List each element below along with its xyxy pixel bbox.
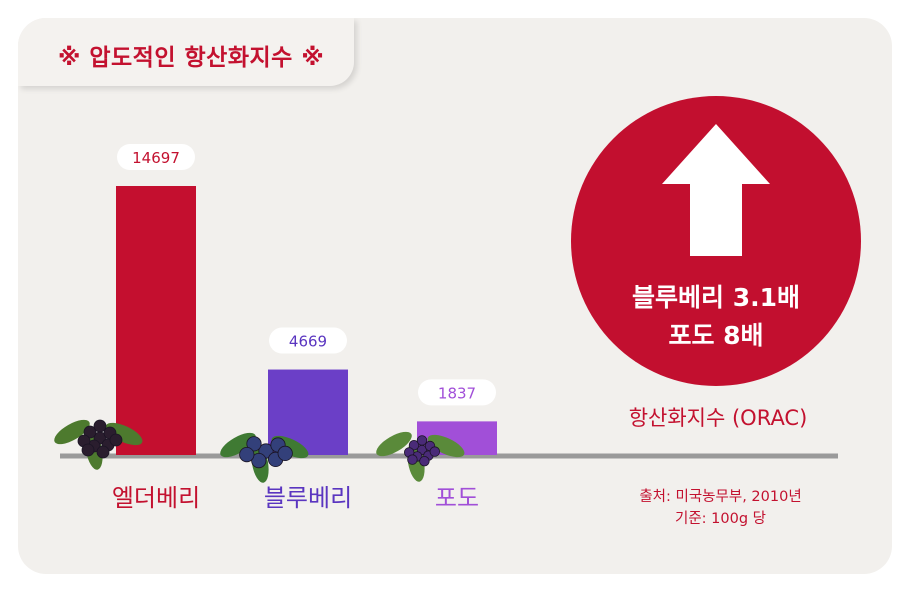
elderberry-image [54,419,143,470]
value-label-1: 14697 [132,149,180,167]
callout-line-1: 블루베리 3.1배 [632,283,800,312]
category-label-3: 포도 [435,484,479,512]
page-title: ※ 압도적인 항산화지수 ※ [58,45,325,71]
value-pill-1 [117,144,195,170]
blueberry-image [220,432,309,483]
grape-image [376,431,465,482]
source-note: 출처: 미국농무부, 2010년 기준: 100g 당 [608,486,833,530]
source-line: 출처: 미국농무부, 2010년 [639,489,802,505]
category-label-1: 엘더베리 [112,484,200,512]
callout-line-2: 포도 8배 [668,321,764,350]
highlight-circle: 블루베리 3.1배 포도 8배 [571,96,861,386]
title-tab: ※ 압도적인 항산화지수 ※ [18,18,354,86]
category-label-2: 블루베리 [264,484,352,512]
bar-chart: 14697 엘더베리 4669 블루베리 1837 포도 [54,144,838,512]
basis-line: 기준: 100g 당 [674,511,766,527]
value-pill-2 [269,327,347,354]
up-arrow-icon [662,124,770,256]
value-pill-3 [418,379,496,406]
value-label-3: 1837 [438,384,476,402]
infographic-card: ※ 압도적인 항산화지수 ※ 14697 엘더베리 4669 블루베리 1837 포도 블… [18,18,892,574]
metric-label: 항산화지수 (ORAC) [628,406,808,430]
bar-1 [116,186,196,455]
value-label-2: 4669 [289,333,327,351]
